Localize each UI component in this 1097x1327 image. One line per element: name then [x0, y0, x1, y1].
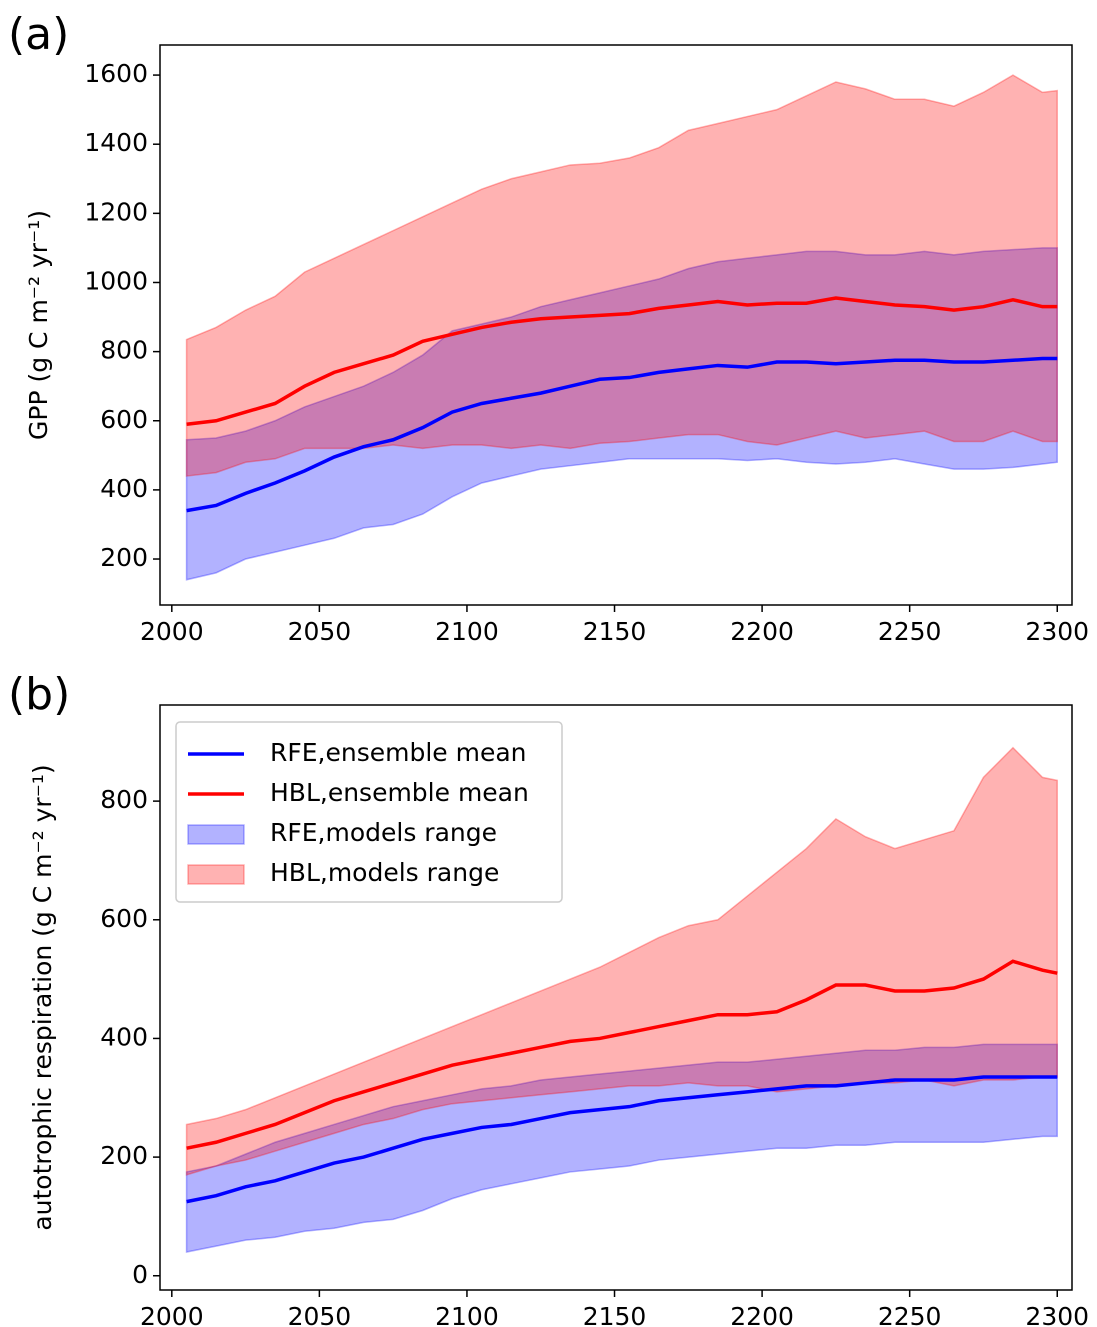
x-tick-label: 2150 [583, 1302, 647, 1327]
plot-frame [159, 44, 1073, 606]
y-tick-label: 1000 [84, 266, 148, 295]
legend-label: HBL,ensemble mean [270, 778, 529, 807]
legend-label: RFE,models range [270, 818, 497, 847]
legend-box [175, 721, 563, 903]
x-tick-label: 2200 [730, 1302, 794, 1327]
y-axis-label: GPP (g C m⁻² yr⁻¹) [24, 210, 53, 440]
y-tick-label: 0 [132, 1260, 148, 1289]
y-tick-label: 600 [100, 904, 148, 933]
range-band [185, 247, 1058, 581]
y-tick-label: 400 [100, 1022, 148, 1051]
x-tick-label: 2250 [878, 1302, 942, 1327]
mean-line [186, 1075, 1058, 1204]
x-tick-label: 2100 [435, 1302, 499, 1327]
mean-line [186, 356, 1058, 513]
y-tick-label: 800 [100, 336, 148, 365]
legend-label: HBL,models range [270, 858, 499, 887]
y-tick-label: 1600 [84, 59, 148, 88]
x-tick-label: 2000 [140, 617, 204, 646]
y-tick-label: 1200 [84, 197, 148, 226]
plot-frame [159, 704, 1073, 1291]
y-tick-label: 600 [100, 405, 148, 434]
x-tick-label: 2000 [140, 1302, 204, 1327]
y-tick-label: 400 [100, 474, 148, 503]
legend-swatch [187, 824, 245, 845]
x-tick-label: 2250 [878, 617, 942, 646]
x-tick-label: 2150 [583, 617, 647, 646]
x-tick-label: 2050 [288, 617, 352, 646]
x-tick-label: 2200 [730, 617, 794, 646]
mean-line [186, 959, 1058, 1150]
range-band [185, 1043, 1058, 1253]
x-tick-label: 2300 [1025, 1302, 1089, 1327]
x-tick-label: 2050 [288, 1302, 352, 1327]
legend-label: RFE,ensemble mean [270, 738, 527, 767]
x-tick-label: 2100 [435, 617, 499, 646]
panel-label: (a) [8, 9, 69, 60]
panel-label: (b) [8, 669, 70, 720]
y-tick-label: 800 [100, 785, 148, 814]
y-axis-label: autotrophic respiration (g C m⁻² yr⁻¹) [28, 764, 57, 1230]
y-tick-label: 200 [100, 1141, 148, 1170]
y-tick-label: 1400 [84, 128, 148, 157]
legend-swatch [187, 864, 245, 885]
mean-line [186, 296, 1058, 426]
x-tick-label: 2300 [1025, 617, 1089, 646]
range-band [185, 74, 1058, 477]
y-tick-label: 200 [100, 543, 148, 572]
